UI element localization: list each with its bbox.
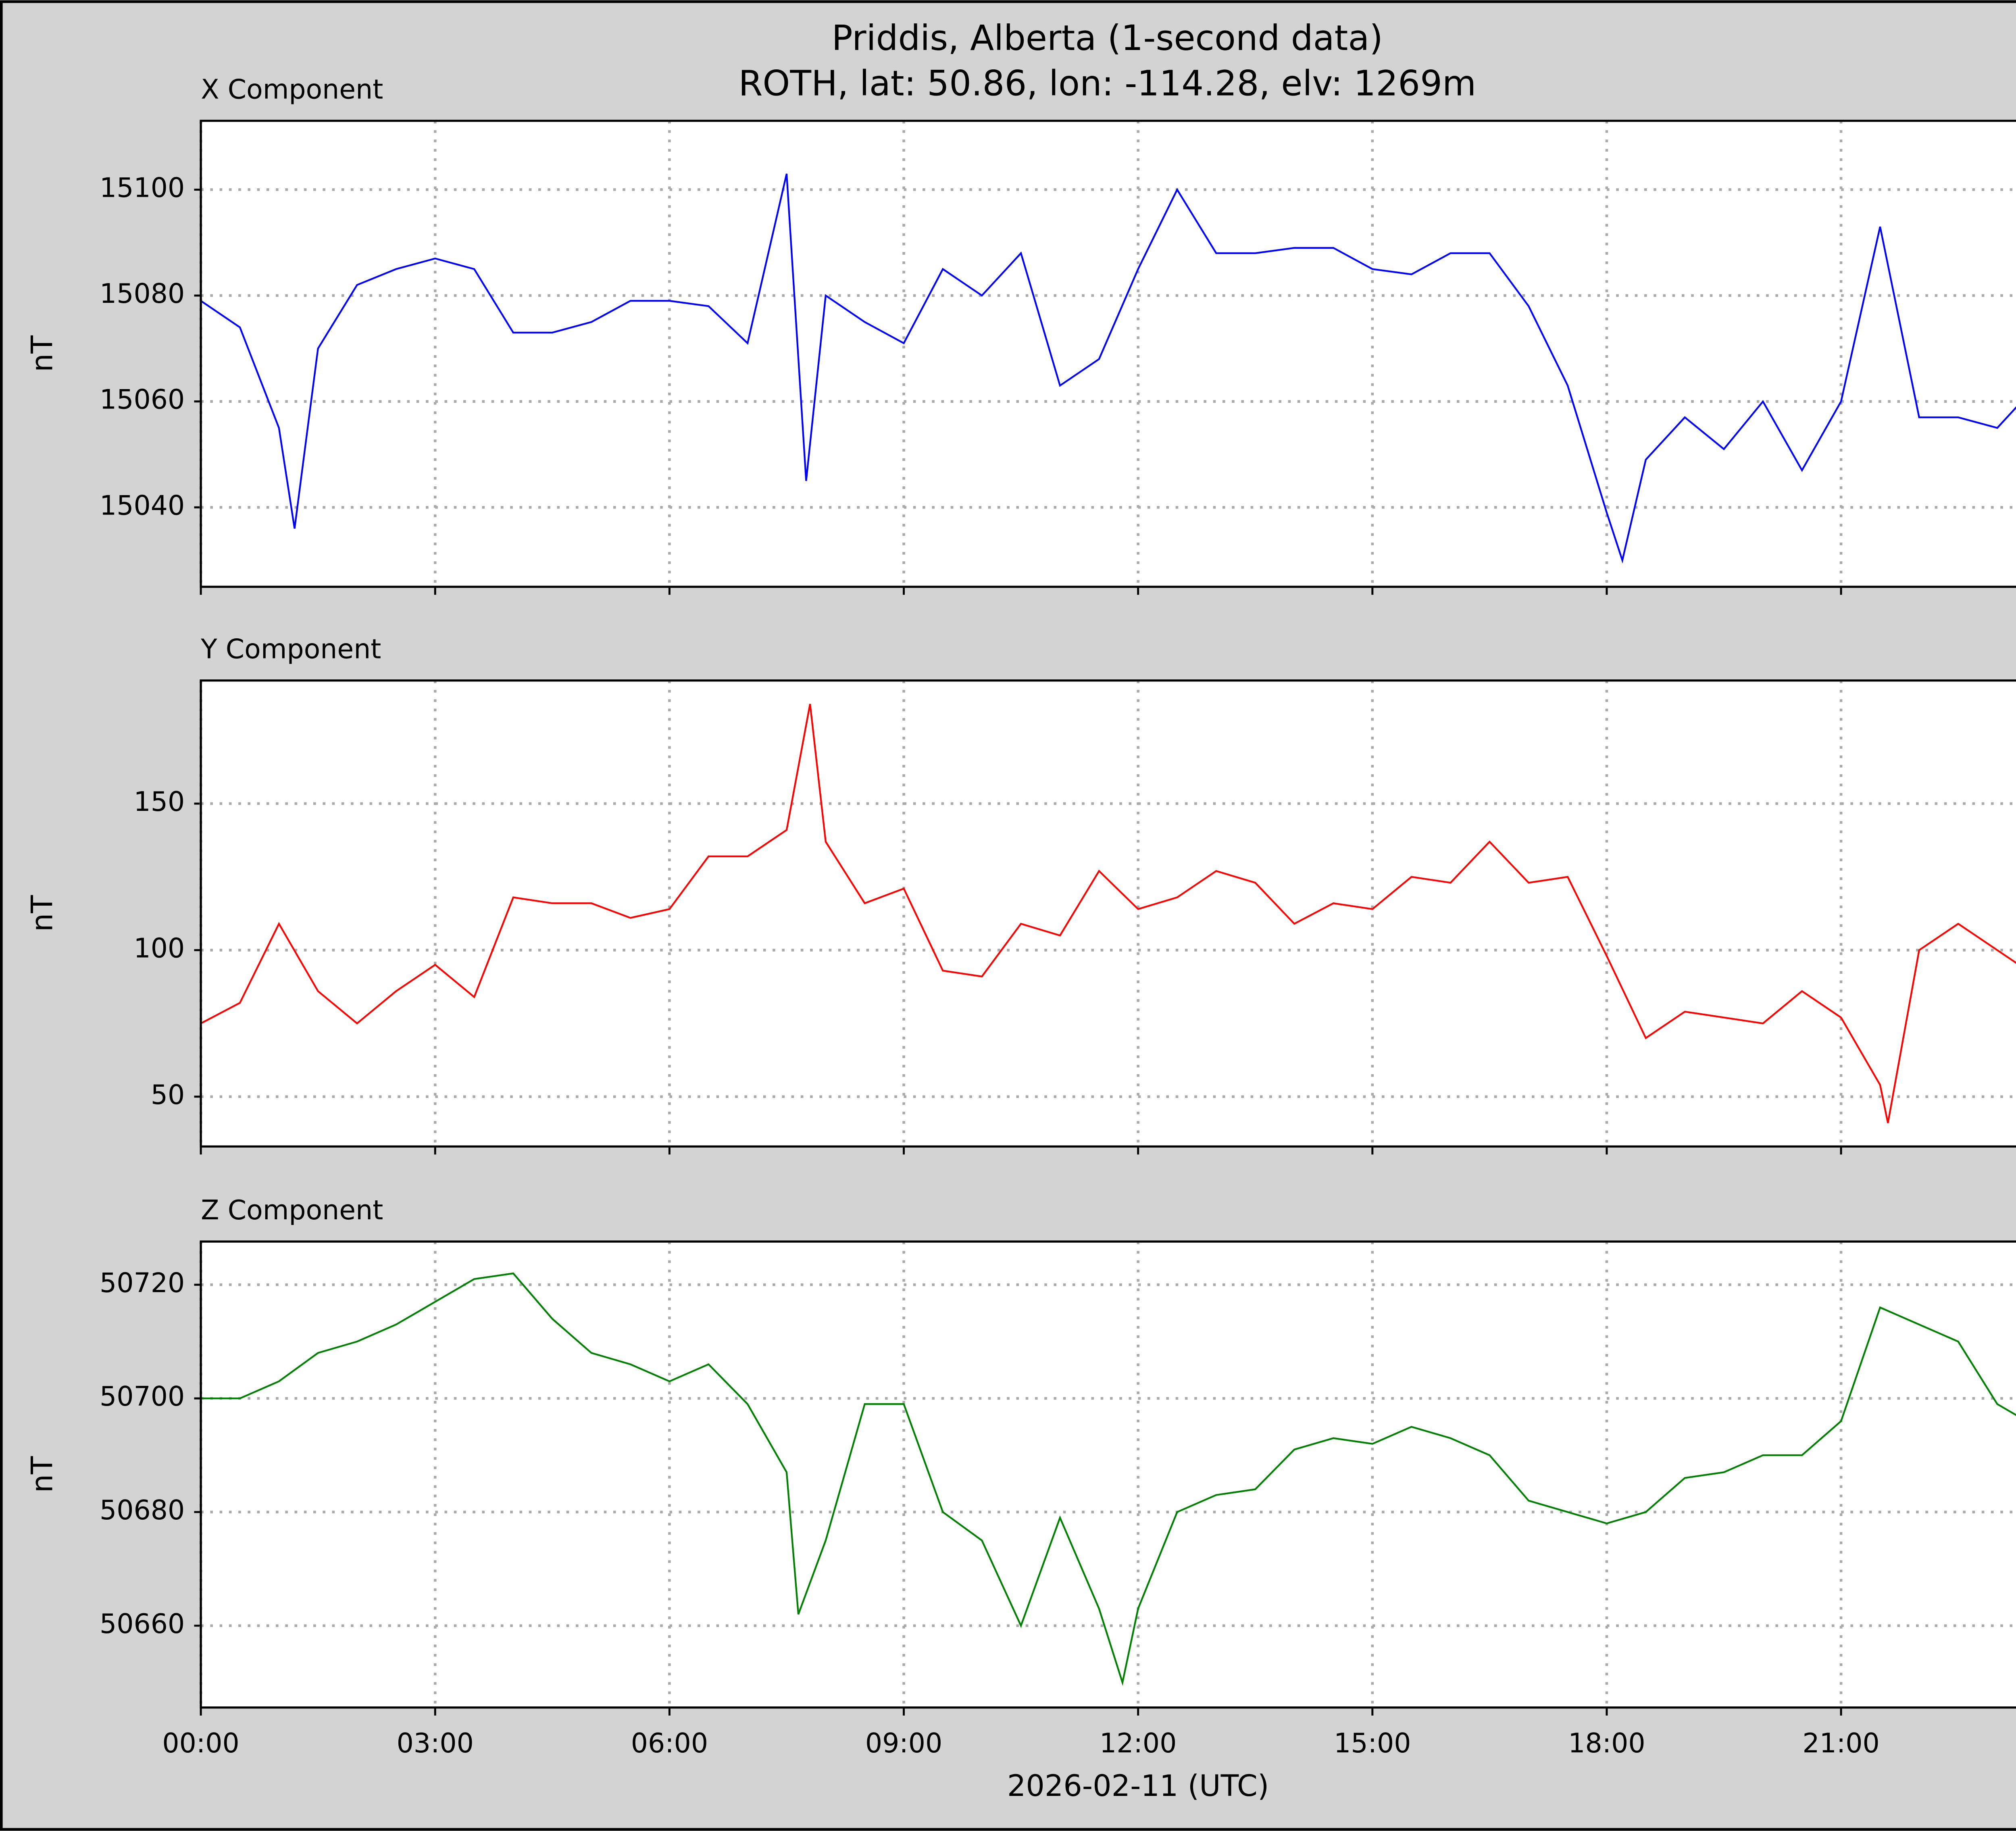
x-tick-label: 15:00 bbox=[1334, 1727, 1411, 1759]
data-line bbox=[200, 704, 2016, 1123]
y-tick-label: 50700 bbox=[100, 1381, 185, 1412]
plot-area bbox=[201, 121, 2016, 587]
y-tick-label: 15040 bbox=[100, 490, 185, 521]
y-tick-label: 15080 bbox=[100, 278, 185, 309]
x-tick-label: 21:00 bbox=[1802, 1727, 1879, 1759]
y-tick-label: 150 bbox=[134, 786, 185, 817]
y-tick-label: 15060 bbox=[100, 384, 185, 415]
y-axis-label: nT bbox=[25, 895, 60, 932]
x-tick-label: 12:00 bbox=[1100, 1727, 1177, 1759]
figure-title: Priddis, Alberta (1-second data) bbox=[832, 18, 1383, 58]
y-tick-label: 15100 bbox=[100, 172, 185, 203]
y-tick-label: 100 bbox=[134, 932, 185, 964]
plot-frame bbox=[200, 119, 2016, 588]
plot-area bbox=[201, 680, 2016, 1147]
data-line bbox=[201, 1272, 2016, 1686]
panel-title: Y Component bbox=[200, 633, 381, 665]
y-tick-label: 50660 bbox=[100, 1608, 185, 1639]
panel-title: X Component bbox=[201, 74, 383, 105]
y-tick-label: 50680 bbox=[100, 1494, 185, 1526]
data-line bbox=[200, 173, 2016, 564]
x-tick-label: 18:00 bbox=[1568, 1727, 1645, 1759]
y-axis-label: nT bbox=[25, 1456, 60, 1493]
y-tick-label: 50 bbox=[151, 1079, 185, 1110]
x-tick-label: 03:00 bbox=[397, 1727, 474, 1759]
plot-frame bbox=[200, 1240, 2016, 1709]
y-axis-label: nT bbox=[25, 335, 60, 372]
panel-title: Z Component bbox=[201, 1194, 383, 1226]
x-axis-label: 2026-02-11 (UTC) bbox=[1007, 1769, 1269, 1803]
figure-subtitle: ROTH, lat: 50.86, lon: -114.28, elv: 126… bbox=[738, 64, 1476, 104]
x-tick-label: 00:00 bbox=[162, 1727, 239, 1759]
plot-frame bbox=[200, 679, 2016, 1148]
x-tick-label: 09:00 bbox=[865, 1727, 942, 1759]
x-tick-label: 06:00 bbox=[631, 1727, 708, 1759]
y-tick-label: 50720 bbox=[100, 1267, 185, 1298]
